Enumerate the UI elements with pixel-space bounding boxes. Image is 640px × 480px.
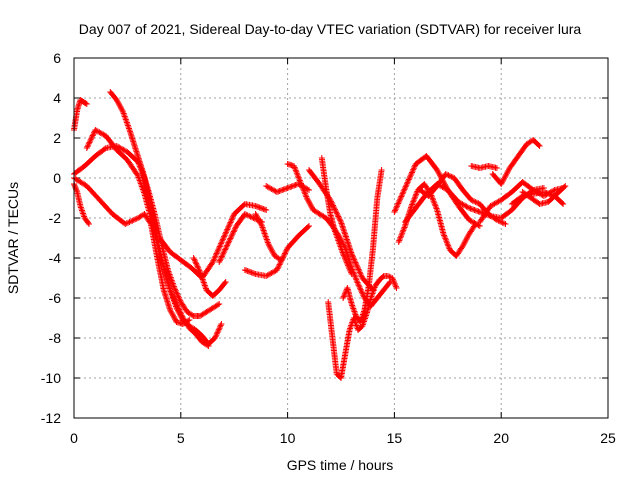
series-6-points (156, 201, 270, 281)
series-20 (417, 171, 509, 227)
series-6 (156, 201, 270, 281)
y-tick-label: 0 (53, 170, 61, 186)
plot-frame (73, 57, 609, 419)
series-8 (216, 211, 265, 265)
series-7 (190, 255, 229, 299)
series-13-points (306, 167, 376, 293)
x-tick-label: 10 (280, 430, 296, 446)
y-tick-label: 2 (53, 130, 61, 146)
series-9-points (252, 211, 285, 263)
y-tick-label: -10 (41, 370, 61, 386)
series-16-points (340, 167, 385, 325)
y-tick-label: 4 (53, 90, 61, 106)
series-15 (325, 273, 400, 381)
series-21-points (468, 163, 500, 171)
x-tick-label: 25 (600, 430, 616, 446)
y-tick-label: 6 (53, 50, 61, 66)
series-15-points (325, 273, 400, 381)
axis-tick-labels: 0 5 10 15 20 25 -12 -10 -8 -6 -4 -2 0 2 4 6 (41, 50, 616, 446)
series-9 (252, 211, 285, 263)
y-tick-label: -4 (49, 250, 62, 266)
series-13 (306, 167, 376, 293)
series-10-points (241, 223, 312, 279)
series-8-points (216, 211, 265, 265)
series-20-points (417, 171, 509, 227)
series-7-points (190, 255, 229, 299)
y-tick-label: -8 (49, 330, 62, 346)
series-25 (519, 183, 569, 207)
data-points (71, 89, 569, 381)
series-22 (489, 137, 543, 187)
y-tick-label: -12 (41, 410, 61, 426)
series-16 (340, 167, 385, 325)
y-tick-label: -6 (49, 290, 62, 306)
series-10 (241, 223, 312, 279)
series-14 (318, 155, 355, 277)
x-axis-label: GPS time / hours (287, 457, 394, 473)
chart-title: Day 007 of 2021, Sidereal Day-to-day VTE… (79, 21, 582, 37)
x-tick-label: 5 (177, 430, 185, 446)
x-tick-label: 0 (70, 430, 78, 446)
series-14-points (318, 155, 355, 277)
series-22-points (489, 137, 543, 187)
series-5-points (107, 89, 223, 319)
y-tick-label: -2 (49, 210, 62, 226)
series-21 (468, 163, 500, 171)
series-25-points (519, 183, 569, 207)
series-5 (107, 89, 223, 319)
x-tick-label: 15 (387, 430, 403, 446)
x-tick-label: 20 (493, 430, 509, 446)
y-axis-label: SDTVAR / TECUs (5, 182, 21, 294)
